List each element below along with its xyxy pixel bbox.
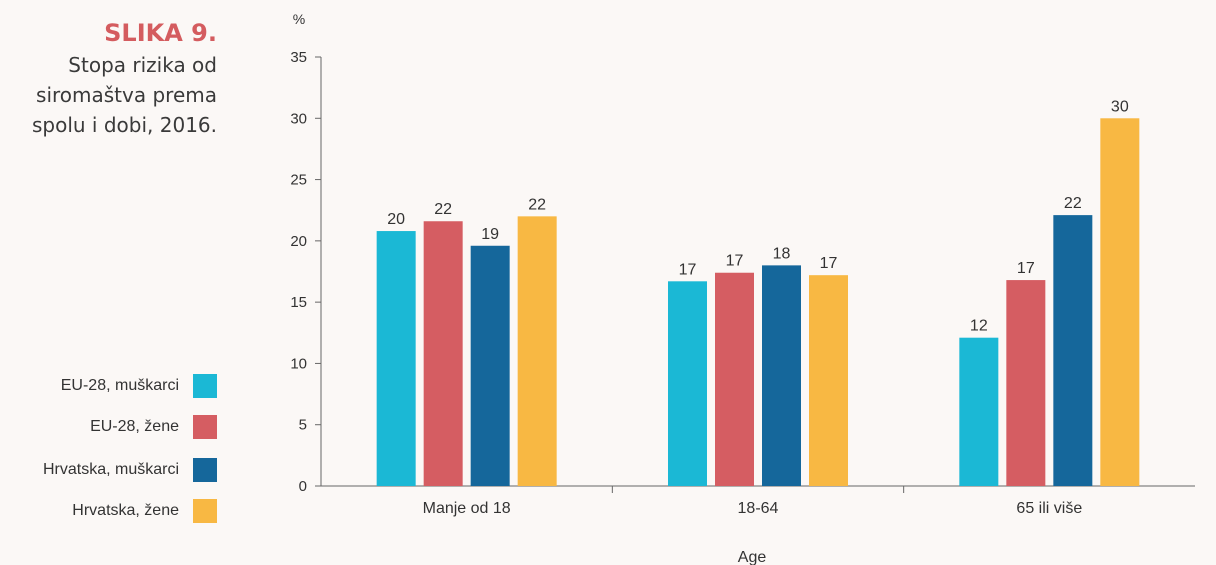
y-tick-label: 20 [290,233,307,250]
data-label: 18 [773,245,791,262]
figure-caption-line: siromaštva prema [36,83,217,107]
bar [517,216,557,487]
figure-title-block: SLIKA 9. Stopa rizika od siromaštva prem… [0,16,217,140]
figure-caption-line: Stopa rizika od [68,53,217,77]
y-tick-label: 35 [290,49,307,66]
y-axis-unit: % [293,11,305,27]
data-label: 17 [679,261,697,278]
data-label: 22 [1064,195,1082,212]
data-label: 17 [1017,260,1035,277]
figure-number: SLIKA 9. [104,19,217,47]
data-label: 19 [481,226,499,243]
legend-swatch [193,458,217,482]
bar [376,231,416,486]
legend-swatch [193,374,217,398]
y-tick-label: 0 [299,478,307,495]
x-tick-label: 65 ili više [1016,500,1082,517]
x-axis: Manje od 18 18-64 65 ili više [321,485,1195,517]
bar [715,272,754,486]
y-tick-label: 15 [290,294,307,311]
data-label: 17 [820,255,838,272]
bar [1100,118,1140,487]
data-label: 30 [1111,98,1129,115]
legend-item: EU-28, muškarci [61,374,217,398]
data-labels: 20 22 19 22 17 17 18 17 12 17 22 30 [387,98,1129,334]
bar-series-group [376,118,1140,487]
data-label: 20 [387,211,405,228]
bar [1006,280,1046,486]
legend-swatch [193,415,217,439]
data-label: 22 [434,201,452,218]
y-tick-label: 10 [290,355,307,372]
data-label: 12 [970,318,988,335]
data-label: 17 [726,253,744,270]
figure-caption-line: spolu i dobi, 2016. [31,113,217,137]
legend-swatch [193,499,217,523]
data-label: 22 [528,196,546,213]
bar [1053,215,1093,487]
legend-item: Hrvatska, žene [72,499,217,523]
y-tick-label: 25 [290,172,307,189]
bar [470,245,510,486]
legend-label: EU-28, muškarci [60,377,179,394]
x-tick-label: 18-64 [738,500,779,517]
bar [959,337,999,486]
legend-item: EU-28, žene [90,415,217,439]
bar [668,281,707,486]
bar [423,221,463,486]
legend-label: EU-28, žene [90,418,179,435]
bar [762,265,801,486]
y-tick-label: 30 [290,110,307,127]
legend-label: Hrvatska, muškarci [42,461,179,478]
legend-item: Hrvatska, muškarci [43,458,217,482]
y-axis: 0 5 10 15 20 25 30 35 [290,49,322,495]
legend-label: Hrvatska, žene [72,502,179,519]
x-axis-title: Age [738,549,767,565]
bar [809,275,848,486]
y-tick-label: 5 [299,417,307,434]
x-tick-label: Manje od 18 [423,500,511,517]
